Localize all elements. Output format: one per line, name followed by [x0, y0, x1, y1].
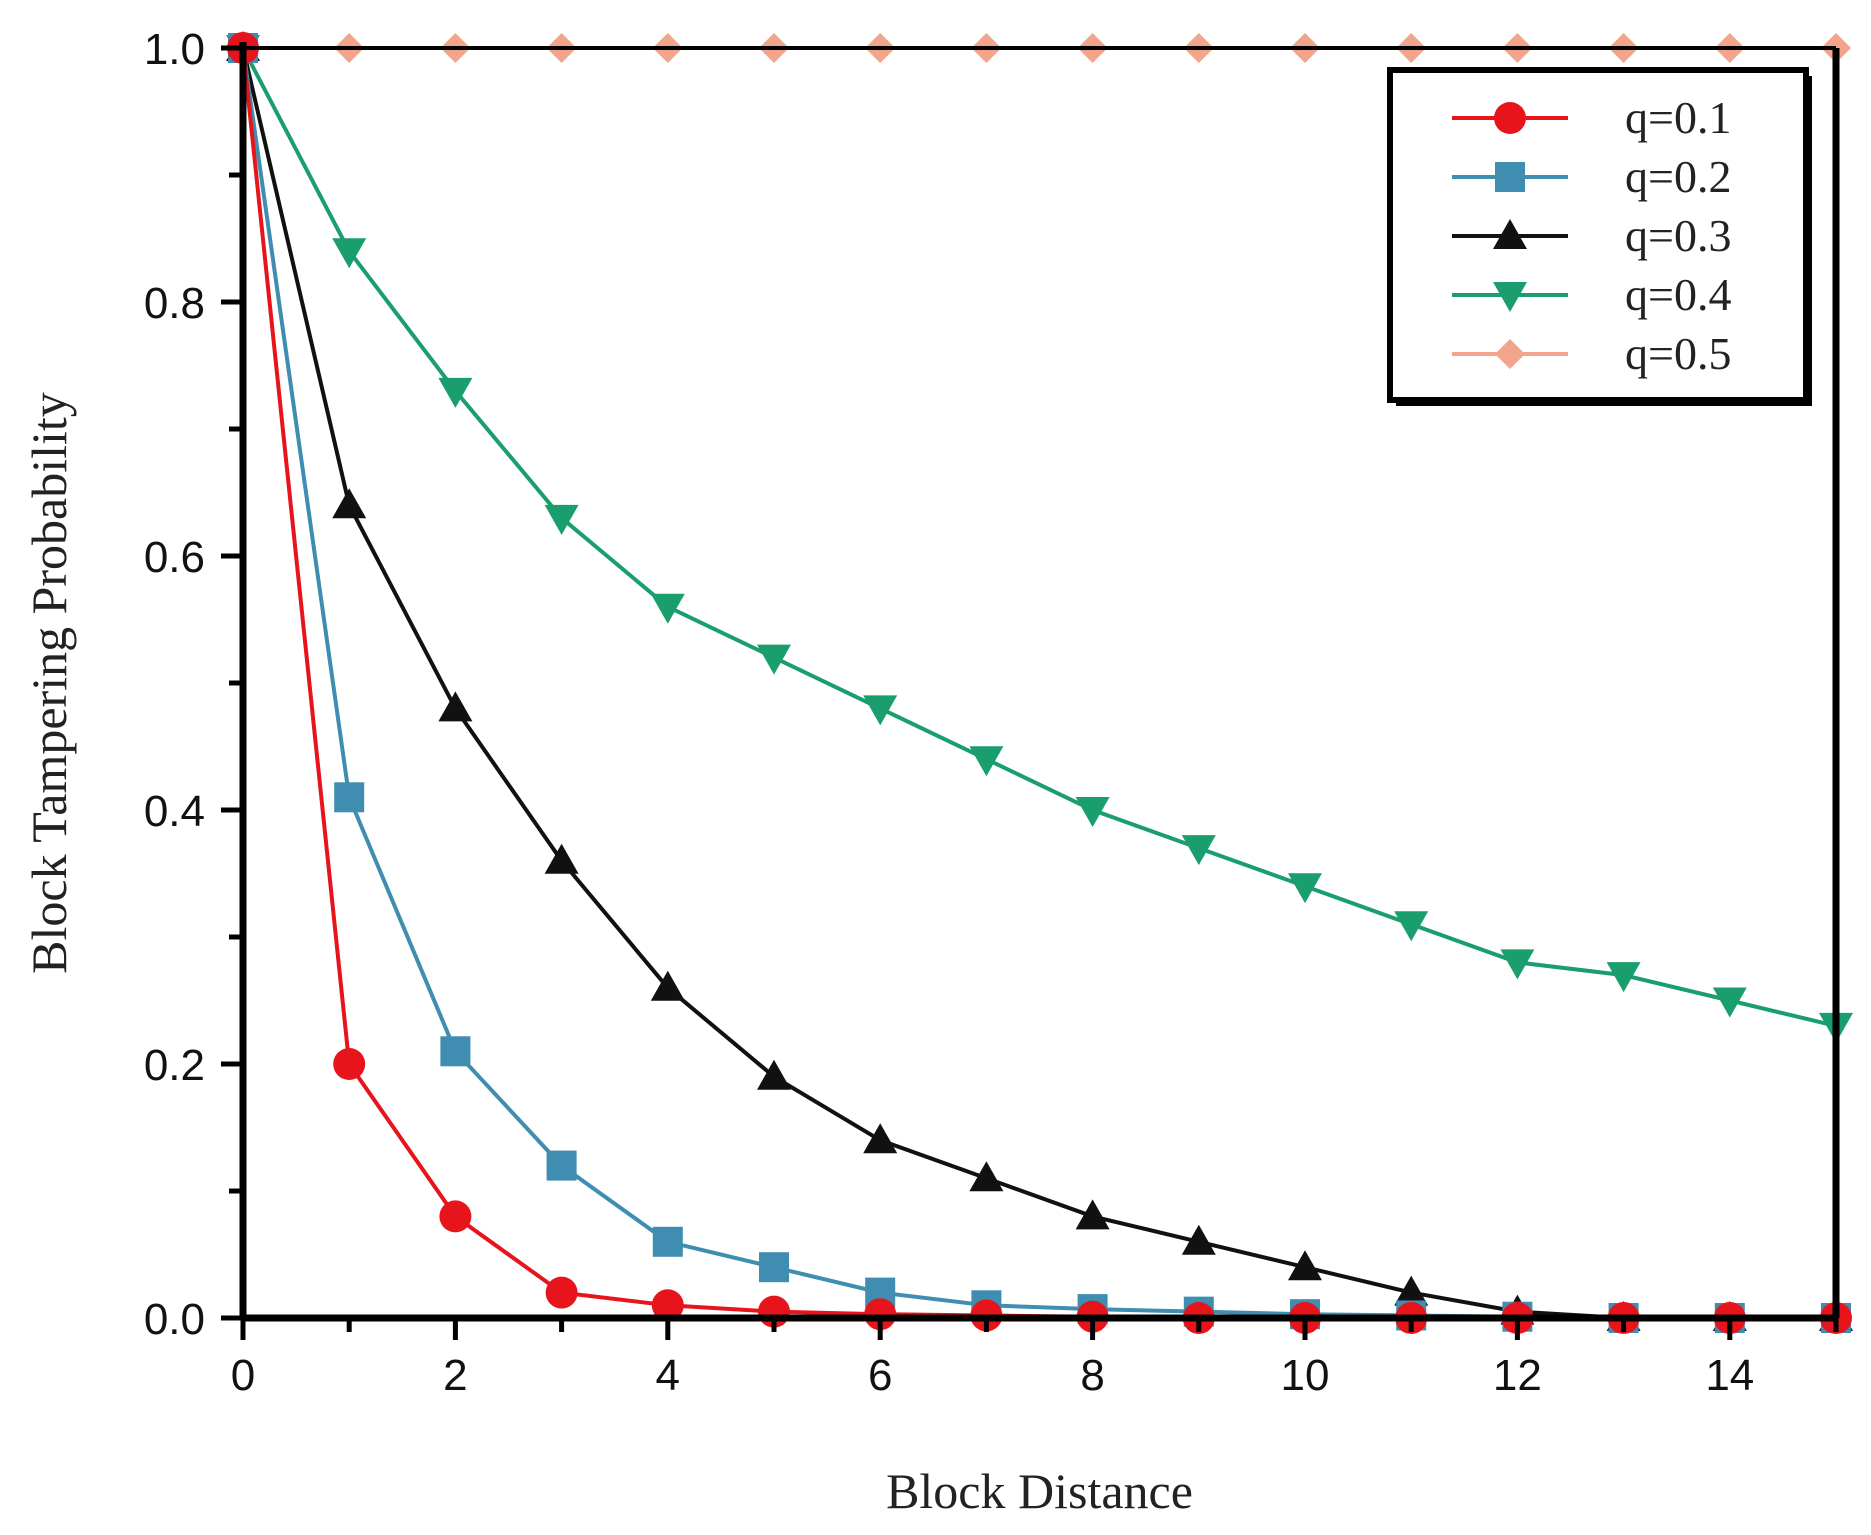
x-tick-label: 12 [1493, 1351, 1542, 1400]
data-point [759, 1252, 789, 1283]
legend-label: q=0.3 [1625, 210, 1731, 261]
x-tick-label: 14 [1705, 1351, 1754, 1400]
data-point [969, 746, 1004, 777]
data-point [544, 843, 579, 874]
data-point [546, 1150, 577, 1181]
data-point [1500, 949, 1535, 980]
data-point [1075, 797, 1110, 827]
data-point [440, 1036, 471, 1067]
data-point [1394, 911, 1429, 942]
legend-entry: q=0.5 [1452, 328, 1731, 379]
legend-label: q=0.1 [1625, 92, 1731, 143]
data-point [1712, 987, 1747, 1018]
x-tick-label: 8 [1080, 1351, 1104, 1400]
data-point [863, 1123, 898, 1154]
data-point [650, 593, 685, 624]
legend-marker [1495, 339, 1525, 369]
legend-entry: q=0.3 [1452, 210, 1731, 261]
data-point [757, 644, 791, 675]
data-point [545, 1276, 578, 1309]
data-point [1181, 835, 1216, 866]
data-point [1288, 873, 1322, 904]
y-tick-label: 0.2 [144, 1041, 205, 1090]
data-point [332, 238, 367, 269]
data-point [439, 1200, 472, 1233]
legend-marker [1493, 219, 1527, 249]
data-point [1288, 1250, 1322, 1281]
y-tick-label: 0.4 [144, 787, 205, 836]
legend-marker [1494, 102, 1526, 134]
y-tick-label: 0.6 [144, 533, 205, 582]
y-tick-label: 0.0 [144, 1295, 205, 1344]
y-axis-title: Block Tampering Probability [21, 392, 77, 974]
x-tick-label: 4 [656, 1351, 680, 1400]
legend: q=0.1 q=0.2 q=0.3 q=0.4 q=0.5 [1387, 67, 1812, 406]
data-point [652, 1226, 683, 1257]
data-point [1394, 1275, 1429, 1306]
data-point [650, 970, 685, 1001]
legend-entry: q=0.2 [1452, 151, 1731, 202]
data-point [333, 1048, 366, 1080]
legend-entry: q=0.1 [1452, 92, 1731, 143]
legend-label: q=0.2 [1625, 151, 1731, 202]
x-tick-label: 0 [231, 1351, 255, 1400]
data-point [438, 377, 473, 408]
legend-marker [1495, 162, 1525, 192]
data-point [438, 691, 473, 722]
axes: 0.0 0.2 0.4 0.6 0.8 1.0 0 2 4 6 8 10 12 14 [144, 25, 1840, 1400]
data-point [1075, 1199, 1110, 1230]
x-tick-label: 2 [443, 1351, 467, 1400]
series-line [241, 47, 1837, 1028]
data-point [332, 488, 367, 519]
x-tick-label: 10 [1281, 1351, 1330, 1400]
data-point [864, 1298, 897, 1331]
data-point [651, 1289, 684, 1322]
y-tick-label: 0.8 [144, 279, 205, 328]
legend-entry: q=0.4 [1452, 269, 1731, 320]
data-point [969, 1161, 1004, 1192]
legend-marker [1493, 282, 1527, 312]
legend-label: q=0.4 [1625, 269, 1731, 320]
x-tick-label: 6 [868, 1351, 892, 1400]
data-point [1606, 962, 1641, 993]
data-point [544, 504, 579, 535]
data-point [863, 695, 898, 726]
data-point [757, 1059, 791, 1090]
data-point [334, 782, 365, 813]
legend-label: q=0.5 [1625, 328, 1731, 379]
data-point [1181, 1224, 1216, 1255]
x-axis-title: Block Distance [886, 1463, 1193, 1519]
y-tick-label: 1.0 [144, 25, 205, 74]
